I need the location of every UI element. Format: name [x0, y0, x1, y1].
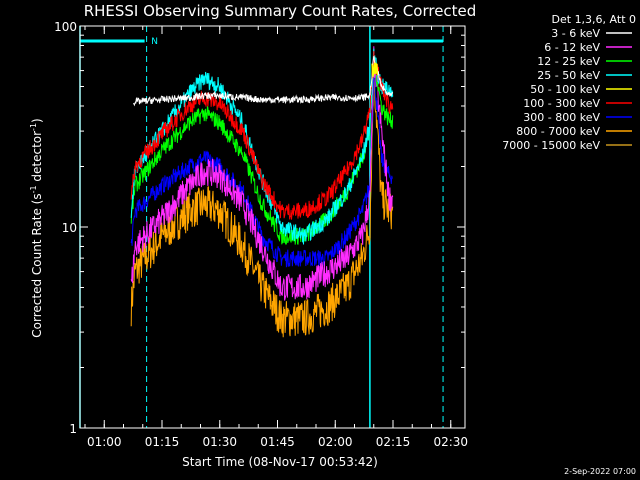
- series-line-2: [130, 55, 394, 246]
- series-line-7: [130, 57, 394, 338]
- legend-label: 7000 - 15000 keV: [502, 139, 600, 152]
- y-tick-label: 1: [69, 422, 77, 436]
- series-line-4: [371, 62, 378, 78]
- y-tick-label: 10: [62, 221, 77, 235]
- chart-title: RHESSI Observing Summary Count Rates, Co…: [84, 2, 477, 20]
- x-tick-label: 01:15: [145, 435, 180, 449]
- x-tick-label: 02:15: [376, 435, 411, 449]
- legend-label: 800 - 7000 keV: [516, 125, 600, 138]
- legend-label: 3 - 6 keV: [551, 27, 600, 40]
- x-tick-label: 02:30: [433, 435, 468, 449]
- x-tick-label: 01:30: [202, 435, 237, 449]
- plot-area: N: [79, 26, 444, 428]
- night-marker-label: N: [151, 37, 158, 47]
- x-axis-label: Start Time (08-Nov-17 00:53:42): [182, 455, 378, 469]
- footer-date: 2-Sep-2022 07:00: [564, 467, 636, 476]
- legend-label: 6 - 12 keV: [544, 41, 600, 54]
- legend-label: 12 - 25 keV: [537, 55, 600, 68]
- x-tick-label: 01:00: [87, 435, 122, 449]
- plot-border: [79, 25, 466, 429]
- legend-label: 25 - 50 keV: [537, 69, 600, 82]
- series-line-0: [133, 56, 394, 107]
- y-axis-label: Corrected Count Rate (s-1 detector-1): [29, 118, 44, 337]
- x-axis-ticks: 01:00 01:15 01:30 01:45 02:00 02:15 02:30: [84, 26, 468, 449]
- legend-label: 100 - 300 keV: [523, 97, 600, 110]
- plot-frame: [79, 25, 466, 429]
- y-tick-label: 100: [54, 20, 77, 34]
- legend-header: Det 1,3,6, Att 0: [552, 13, 636, 26]
- series-line-1: [130, 46, 394, 301]
- legend-label: 50 - 100 keV: [530, 83, 600, 96]
- legend-label: 300 - 800 keV: [523, 111, 600, 124]
- y-axis-ticks: 1 10 100: [54, 20, 465, 436]
- x-tick-label: 02:00: [318, 435, 353, 449]
- series-line-5: [130, 51, 394, 220]
- x-tick-label: 01:45: [260, 435, 295, 449]
